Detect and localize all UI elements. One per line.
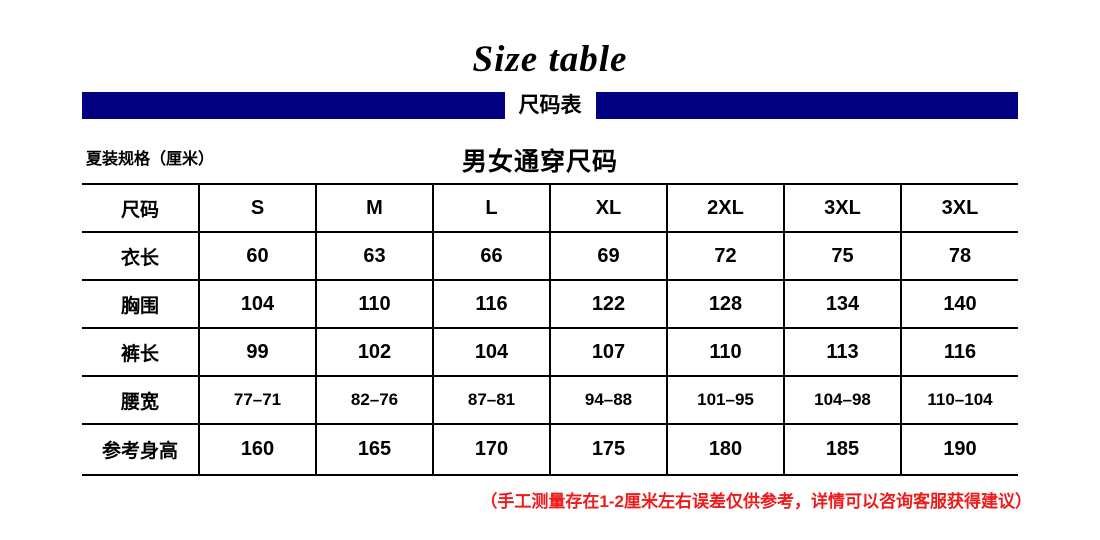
section-banner: 尺码表 bbox=[82, 92, 1018, 119]
table-header-row: 尺码 S M L XL 2XL 3XL 3XL bbox=[82, 183, 1018, 233]
table-row-kuchang: 裤长 99 102 104 107 110 113 116 bbox=[82, 328, 1018, 377]
header-cell-xl: XL bbox=[549, 183, 667, 233]
cell-xiongwei-l: 116 bbox=[432, 280, 550, 329]
cell-shengao-s: 160 bbox=[198, 424, 316, 476]
cell-yaokuan-2xl: 101–95 bbox=[666, 376, 784, 425]
header-cell-s: S bbox=[198, 183, 316, 233]
cell-xiongwei-3xl-2: 140 bbox=[900, 280, 1018, 329]
cell-shengao-3xl-2: 190 bbox=[900, 424, 1018, 476]
cell-kuchang-l: 104 bbox=[432, 328, 550, 377]
table-row-yaokuan: 腰宽 77–71 82–76 87–81 94–88 101–95 104–98… bbox=[82, 376, 1018, 425]
cell-yichang-3xl: 75 bbox=[783, 232, 901, 281]
cell-kuchang-3xl-2: 116 bbox=[900, 328, 1018, 377]
cell-kuchang-2xl: 110 bbox=[666, 328, 784, 377]
cell-kuchang-3xl: 113 bbox=[783, 328, 901, 377]
header-cell-m: M bbox=[315, 183, 433, 233]
main-heading: 男女通穿尺码 bbox=[461, 148, 618, 176]
cell-yichang-m: 63 bbox=[315, 232, 433, 281]
cell-xiongwei-s: 104 bbox=[198, 280, 316, 329]
cell-yaokuan-m: 82–76 bbox=[315, 376, 433, 425]
cell-yaokuan-3xl: 104–98 bbox=[783, 376, 901, 425]
header-cell-3xl: 3XL bbox=[783, 183, 901, 233]
banner-label: 尺码表 bbox=[504, 92, 596, 119]
row-label-shengao: 参考身高 bbox=[82, 424, 199, 476]
spec-unit-label: 夏装规格（厘米） bbox=[86, 151, 215, 168]
row-label-kuchang: 裤长 bbox=[82, 328, 199, 377]
cell-yichang-l: 66 bbox=[432, 232, 550, 281]
cell-xiongwei-2xl: 128 bbox=[666, 280, 784, 329]
header-cell-2xl: 2XL bbox=[666, 183, 784, 233]
table-row-yichang: 衣长 60 63 66 69 72 75 78 bbox=[82, 232, 1018, 281]
size-table-body: 尺码 S M L XL 2XL 3XL 3XL 衣长 60 63 66 69 7… bbox=[82, 183, 1018, 476]
cell-kuchang-m: 102 bbox=[315, 328, 433, 377]
cell-xiongwei-m: 110 bbox=[315, 280, 433, 329]
row-label-yichang: 衣长 bbox=[82, 232, 199, 281]
cell-xiongwei-3xl: 134 bbox=[783, 280, 901, 329]
cell-yaokuan-l: 87–81 bbox=[432, 376, 550, 425]
banner-bar-left bbox=[82, 92, 505, 119]
cell-yaokuan-s: 77–71 bbox=[198, 376, 316, 425]
cell-yaokuan-3xl-2: 110–104 bbox=[900, 376, 1018, 425]
table-row-xiongwei: 胸围 104 110 116 122 128 134 140 bbox=[82, 280, 1018, 329]
cell-shengao-3xl: 185 bbox=[783, 424, 901, 476]
cell-kuchang-xl: 107 bbox=[549, 328, 667, 377]
cell-shengao-m: 165 bbox=[315, 424, 433, 476]
cell-xiongwei-xl: 122 bbox=[549, 280, 667, 329]
cell-yichang-s: 60 bbox=[198, 232, 316, 281]
size-table: 尺码 S M L XL 2XL 3XL 3XL 衣长 60 63 66 69 7… bbox=[82, 183, 1018, 476]
cell-yichang-3xl-2: 78 bbox=[900, 232, 1018, 281]
cell-shengao-l: 170 bbox=[432, 424, 550, 476]
cell-kuchang-s: 99 bbox=[198, 328, 316, 377]
cell-shengao-xl: 175 bbox=[549, 424, 667, 476]
subheader-row: 夏装规格（厘米） 男女通穿尺码 bbox=[0, 142, 1100, 180]
header-cell-l: L bbox=[432, 183, 550, 233]
header-cell-3xl-2: 3XL bbox=[900, 183, 1018, 233]
cell-yaokuan-xl: 94–88 bbox=[549, 376, 667, 425]
cell-yichang-xl: 69 bbox=[549, 232, 667, 281]
row-label-xiongwei: 胸围 bbox=[82, 280, 199, 329]
banner-bar-right bbox=[595, 92, 1018, 119]
cell-yichang-2xl: 72 bbox=[666, 232, 784, 281]
page-title: Size table bbox=[472, 39, 628, 80]
header-cell-measure: 尺码 bbox=[82, 183, 199, 233]
cell-shengao-2xl: 180 bbox=[666, 424, 784, 476]
table-row-shengao: 参考身高 160 165 170 175 180 185 190 bbox=[82, 424, 1018, 476]
row-label-yaokuan: 腰宽 bbox=[82, 376, 199, 425]
measurement-disclaimer: （手工测量存在1-2厘米左右误差仅供参考，详情可以咨询客服获得建议） bbox=[480, 492, 1032, 511]
